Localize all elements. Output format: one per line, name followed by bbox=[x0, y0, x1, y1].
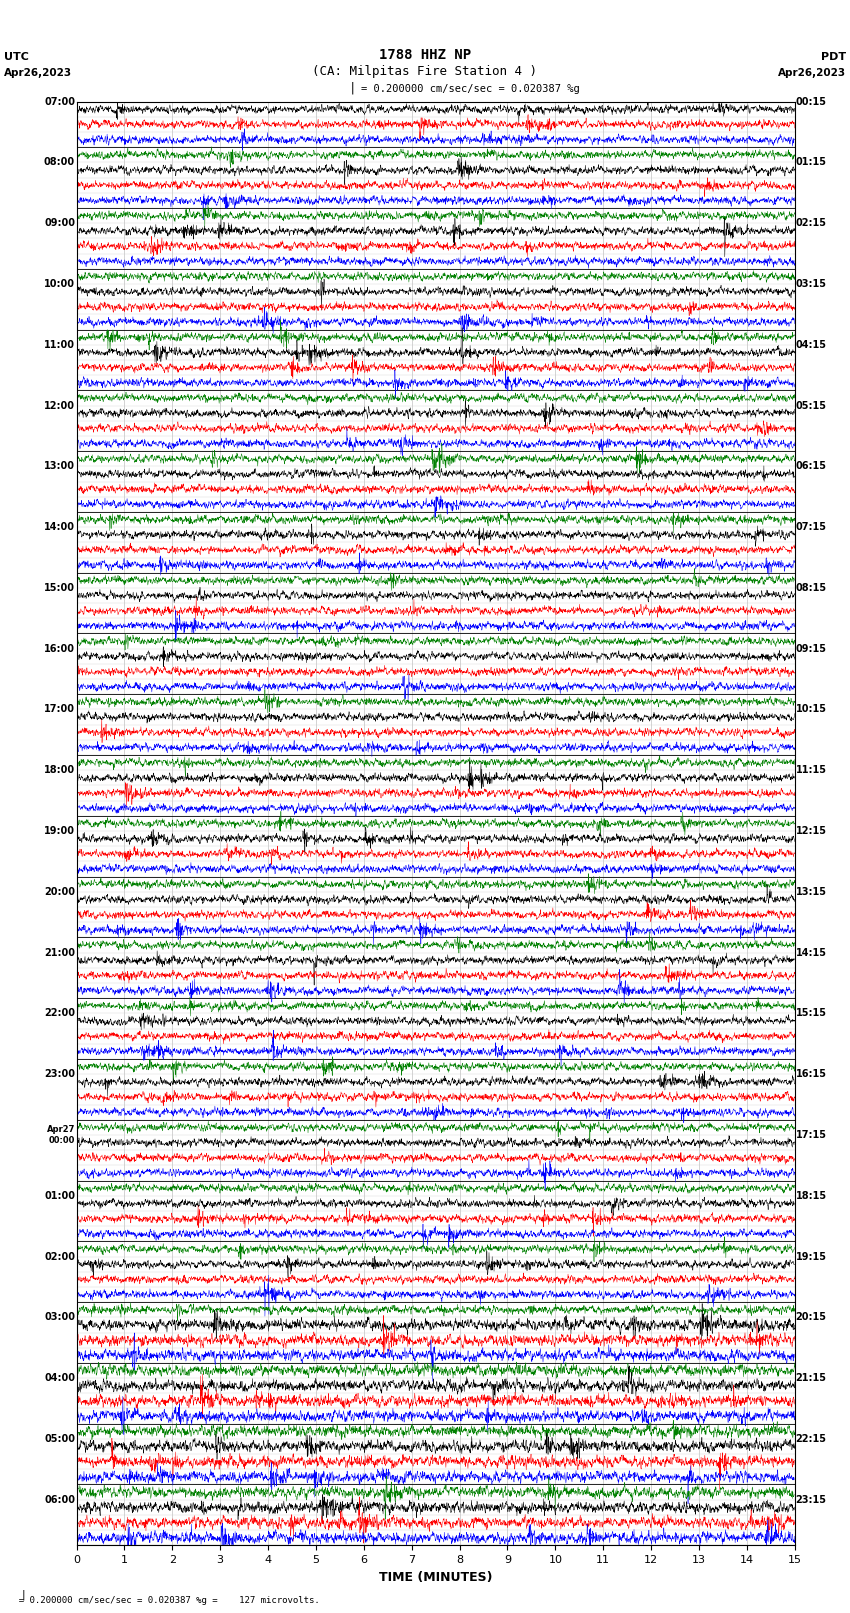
Text: 09:15: 09:15 bbox=[796, 644, 826, 653]
Text: 08:00: 08:00 bbox=[44, 158, 75, 168]
Text: 13:00: 13:00 bbox=[44, 461, 75, 471]
Text: 11:15: 11:15 bbox=[796, 765, 826, 776]
Text: 07:15: 07:15 bbox=[796, 523, 826, 532]
Text: 18:00: 18:00 bbox=[44, 765, 75, 776]
Text: 03:15: 03:15 bbox=[796, 279, 826, 289]
Text: 03:00: 03:00 bbox=[44, 1313, 75, 1323]
Text: 23:15: 23:15 bbox=[796, 1495, 826, 1505]
Text: 23:00: 23:00 bbox=[44, 1069, 75, 1079]
Text: 22:15: 22:15 bbox=[796, 1434, 826, 1444]
Text: 16:00: 16:00 bbox=[44, 644, 75, 653]
Text: 13:15: 13:15 bbox=[796, 887, 826, 897]
Text: 22:00: 22:00 bbox=[44, 1008, 75, 1018]
Text: 02:15: 02:15 bbox=[796, 218, 826, 227]
Text: 21:00: 21:00 bbox=[44, 947, 75, 958]
Text: 06:15: 06:15 bbox=[796, 461, 826, 471]
Text: 10:15: 10:15 bbox=[796, 705, 826, 715]
Text: 11:00: 11:00 bbox=[44, 340, 75, 350]
Text: 15:15: 15:15 bbox=[796, 1008, 826, 1018]
Text: 02:00: 02:00 bbox=[44, 1252, 75, 1261]
Text: PDT: PDT bbox=[820, 52, 846, 63]
Text: 21:15: 21:15 bbox=[796, 1373, 826, 1382]
Text: Apr27
00:00: Apr27 00:00 bbox=[47, 1126, 75, 1145]
Text: 18:15: 18:15 bbox=[796, 1190, 826, 1200]
Text: 04:15: 04:15 bbox=[796, 340, 826, 350]
Text: 00:15: 00:15 bbox=[796, 97, 826, 106]
Text: 12:00: 12:00 bbox=[44, 400, 75, 411]
Text: 12:15: 12:15 bbox=[796, 826, 826, 836]
Text: Apr26,2023: Apr26,2023 bbox=[778, 68, 846, 77]
Text: 09:00: 09:00 bbox=[44, 218, 75, 227]
Text: 19:00: 19:00 bbox=[44, 826, 75, 836]
Text: 16:15: 16:15 bbox=[796, 1069, 826, 1079]
Text: 1788 HHZ NP: 1788 HHZ NP bbox=[379, 48, 471, 63]
X-axis label: TIME (MINUTES): TIME (MINUTES) bbox=[379, 1571, 492, 1584]
Text: 10:00: 10:00 bbox=[44, 279, 75, 289]
Text: |: | bbox=[7, 1589, 27, 1600]
Text: 17:15: 17:15 bbox=[796, 1131, 826, 1140]
Text: 08:15: 08:15 bbox=[796, 582, 826, 594]
Text: 20:15: 20:15 bbox=[796, 1313, 826, 1323]
Text: = 0.200000 cm/sec/sec = 0.020387 %g: = 0.200000 cm/sec/sec = 0.020387 %g bbox=[361, 84, 580, 94]
Text: = 0.200000 cm/sec/sec = 0.020387 %g =    127 microvolts.: = 0.200000 cm/sec/sec = 0.020387 %g = 12… bbox=[8, 1595, 320, 1605]
Text: 14:00: 14:00 bbox=[44, 523, 75, 532]
Text: 04:00: 04:00 bbox=[44, 1373, 75, 1382]
Text: 05:15: 05:15 bbox=[796, 400, 826, 411]
Text: 05:00: 05:00 bbox=[44, 1434, 75, 1444]
Text: 15:00: 15:00 bbox=[44, 582, 75, 594]
Text: 07:00: 07:00 bbox=[44, 97, 75, 106]
Text: 20:00: 20:00 bbox=[44, 887, 75, 897]
Text: UTC: UTC bbox=[4, 52, 29, 63]
Text: 01:15: 01:15 bbox=[796, 158, 826, 168]
Text: 17:00: 17:00 bbox=[44, 705, 75, 715]
Text: Apr26,2023: Apr26,2023 bbox=[4, 68, 72, 77]
Text: 19:15: 19:15 bbox=[796, 1252, 826, 1261]
Text: 01:00: 01:00 bbox=[44, 1190, 75, 1200]
Text: (CA: Milpitas Fire Station 4 ): (CA: Milpitas Fire Station 4 ) bbox=[313, 65, 537, 77]
Text: 06:00: 06:00 bbox=[44, 1495, 75, 1505]
Text: |: | bbox=[349, 81, 356, 94]
Text: 14:15: 14:15 bbox=[796, 947, 826, 958]
